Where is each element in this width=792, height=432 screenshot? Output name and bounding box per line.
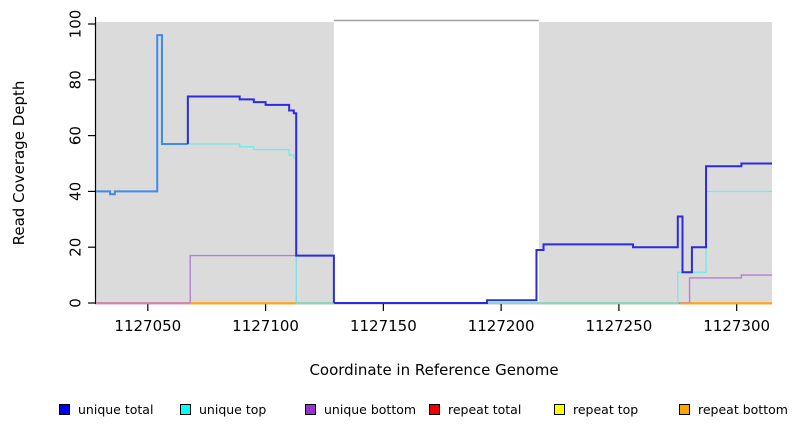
y-tick-label-40: 40 xyxy=(67,182,85,201)
y-tick-label-80: 80 xyxy=(67,70,85,89)
highlight-regions xyxy=(96,19,772,304)
x-tick-label-1127200: 1127200 xyxy=(468,317,535,335)
legend-item-unique-bottom: unique bottom xyxy=(305,396,416,422)
legend-swatch-unique-bottom-icon xyxy=(305,403,316,415)
legend-label-unique-top: unique top xyxy=(199,401,267,417)
y-tick-label-20: 20 xyxy=(67,238,85,257)
x-tick-label-1127150: 1127150 xyxy=(350,317,417,335)
legend-swatch-repeat-bottom-icon xyxy=(679,403,690,415)
legend: unique total unique top unique bottom repea… xyxy=(0,396,792,426)
x-axis-title: Coordinate in Reference Genome xyxy=(309,361,558,379)
y-tick-label-0: 0 xyxy=(67,298,85,308)
legend-item-unique-top: unique top xyxy=(180,396,266,422)
legend-label-unique-bottom: unique bottom xyxy=(324,401,417,417)
legend-swatch-unique-total-icon xyxy=(59,403,70,415)
axes: 0 20 40 60 80 100 1127050 1127100 1127150 1127200… xyxy=(67,10,772,335)
highlight-region-2 xyxy=(538,22,772,304)
series-unique-total-part-2 xyxy=(186,95,772,304)
x-tick-label-1127050: 1127050 xyxy=(114,317,181,335)
legend-swatch-repeat-top-icon xyxy=(554,403,565,415)
legend-item-repeat-bottom: repeat bottom xyxy=(679,396,788,422)
x-tick-label-1127250: 1127250 xyxy=(585,317,652,335)
legend-label-repeat-total: repeat total xyxy=(448,401,522,417)
legend-swatch-unique-top-icon xyxy=(180,403,191,415)
x-tick-label-1127100: 1127100 xyxy=(232,317,299,335)
legend-label-repeat-bottom: repeat bottom xyxy=(698,401,788,417)
legend-item-repeat-top: repeat top xyxy=(554,396,638,422)
gap-region xyxy=(333,20,539,303)
y-tick-label-100: 100 xyxy=(67,10,85,39)
y-tick-label-60: 60 xyxy=(67,126,85,145)
y-axis-title: Read Coverage Depth xyxy=(10,81,28,246)
x-tick-label-1127300: 1127300 xyxy=(703,317,770,335)
legend-item-unique-total: unique total xyxy=(59,396,153,422)
legend-item-repeat-total: repeat total xyxy=(429,396,521,422)
legend-label-unique-total: unique total xyxy=(78,401,154,417)
highlight-region-1 xyxy=(96,22,334,304)
legend-label-repeat-top: repeat top xyxy=(573,401,639,417)
data-series xyxy=(96,34,772,305)
coverage-plot: 0 20 40 60 80 100 1127050 1127100 1127150 1127200… xyxy=(10,10,772,379)
legend-swatch-repeat-total-icon xyxy=(429,403,440,415)
series-unique-total-part-1 xyxy=(96,34,188,196)
